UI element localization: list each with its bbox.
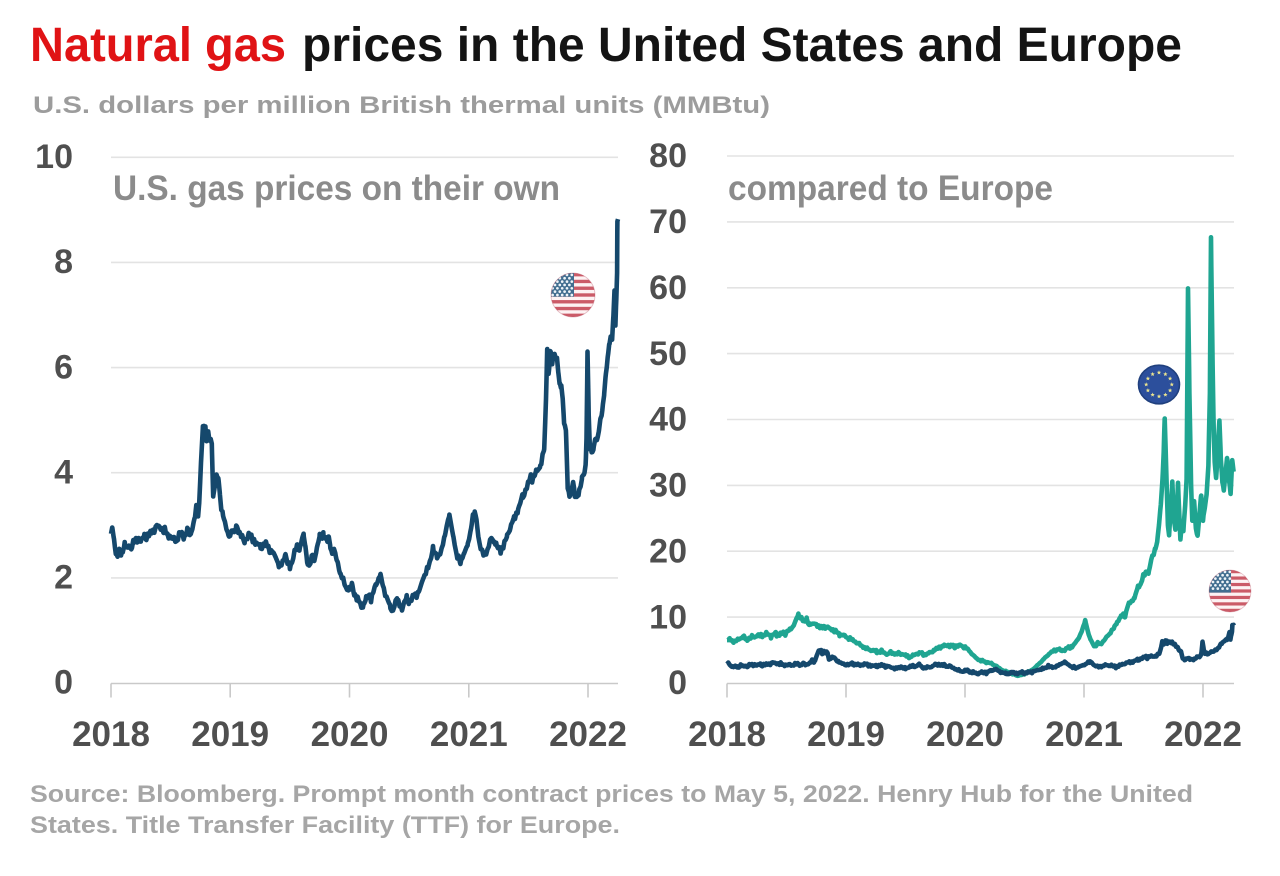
svg-text:2022: 2022 <box>1164 715 1242 754</box>
svg-text:6: 6 <box>54 348 73 386</box>
svg-text:States. Title Transfer Facilit: States. Title Transfer Facility (TTF) fo… <box>30 812 620 839</box>
svg-text:4: 4 <box>54 453 73 491</box>
svg-text:prices in the United States an: prices in the United States and Europe <box>302 18 1182 72</box>
svg-text:0: 0 <box>54 664 73 702</box>
svg-text:2018: 2018 <box>688 715 766 754</box>
svg-text:60: 60 <box>649 269 687 307</box>
svg-text:2021: 2021 <box>1045 715 1123 754</box>
svg-text:2: 2 <box>54 559 73 597</box>
svg-text:U.S. gas prices on their own: U.S. gas prices on their own <box>113 169 560 208</box>
svg-text:2022: 2022 <box>549 715 627 754</box>
svg-text:2021: 2021 <box>430 715 508 754</box>
svg-text:10: 10 <box>35 138 73 176</box>
svg-text:U.S. dollars per million Briti: U.S. dollars per million British thermal… <box>33 92 770 119</box>
svg-text:Natural gas: Natural gas <box>30 18 286 72</box>
svg-text:2019: 2019 <box>191 715 269 754</box>
svg-text:2018: 2018 <box>72 715 150 754</box>
svg-text:2019: 2019 <box>807 715 885 754</box>
svg-text:2020: 2020 <box>311 715 389 754</box>
svg-text:compared to Europe: compared to Europe <box>728 169 1053 208</box>
svg-text:30: 30 <box>649 467 687 505</box>
svg-text:40: 40 <box>649 401 687 439</box>
svg-text:10: 10 <box>649 598 687 636</box>
svg-text:Source: Bloomberg. Prompt mont: Source: Bloomberg. Prompt month contract… <box>30 781 1193 808</box>
svg-text:0: 0 <box>668 664 687 702</box>
svg-text:70: 70 <box>649 203 687 241</box>
svg-text:20: 20 <box>649 533 687 571</box>
svg-text:80: 80 <box>649 137 687 175</box>
svg-text:8: 8 <box>54 243 73 281</box>
svg-text:50: 50 <box>649 335 687 373</box>
svg-text:2020: 2020 <box>926 715 1004 754</box>
